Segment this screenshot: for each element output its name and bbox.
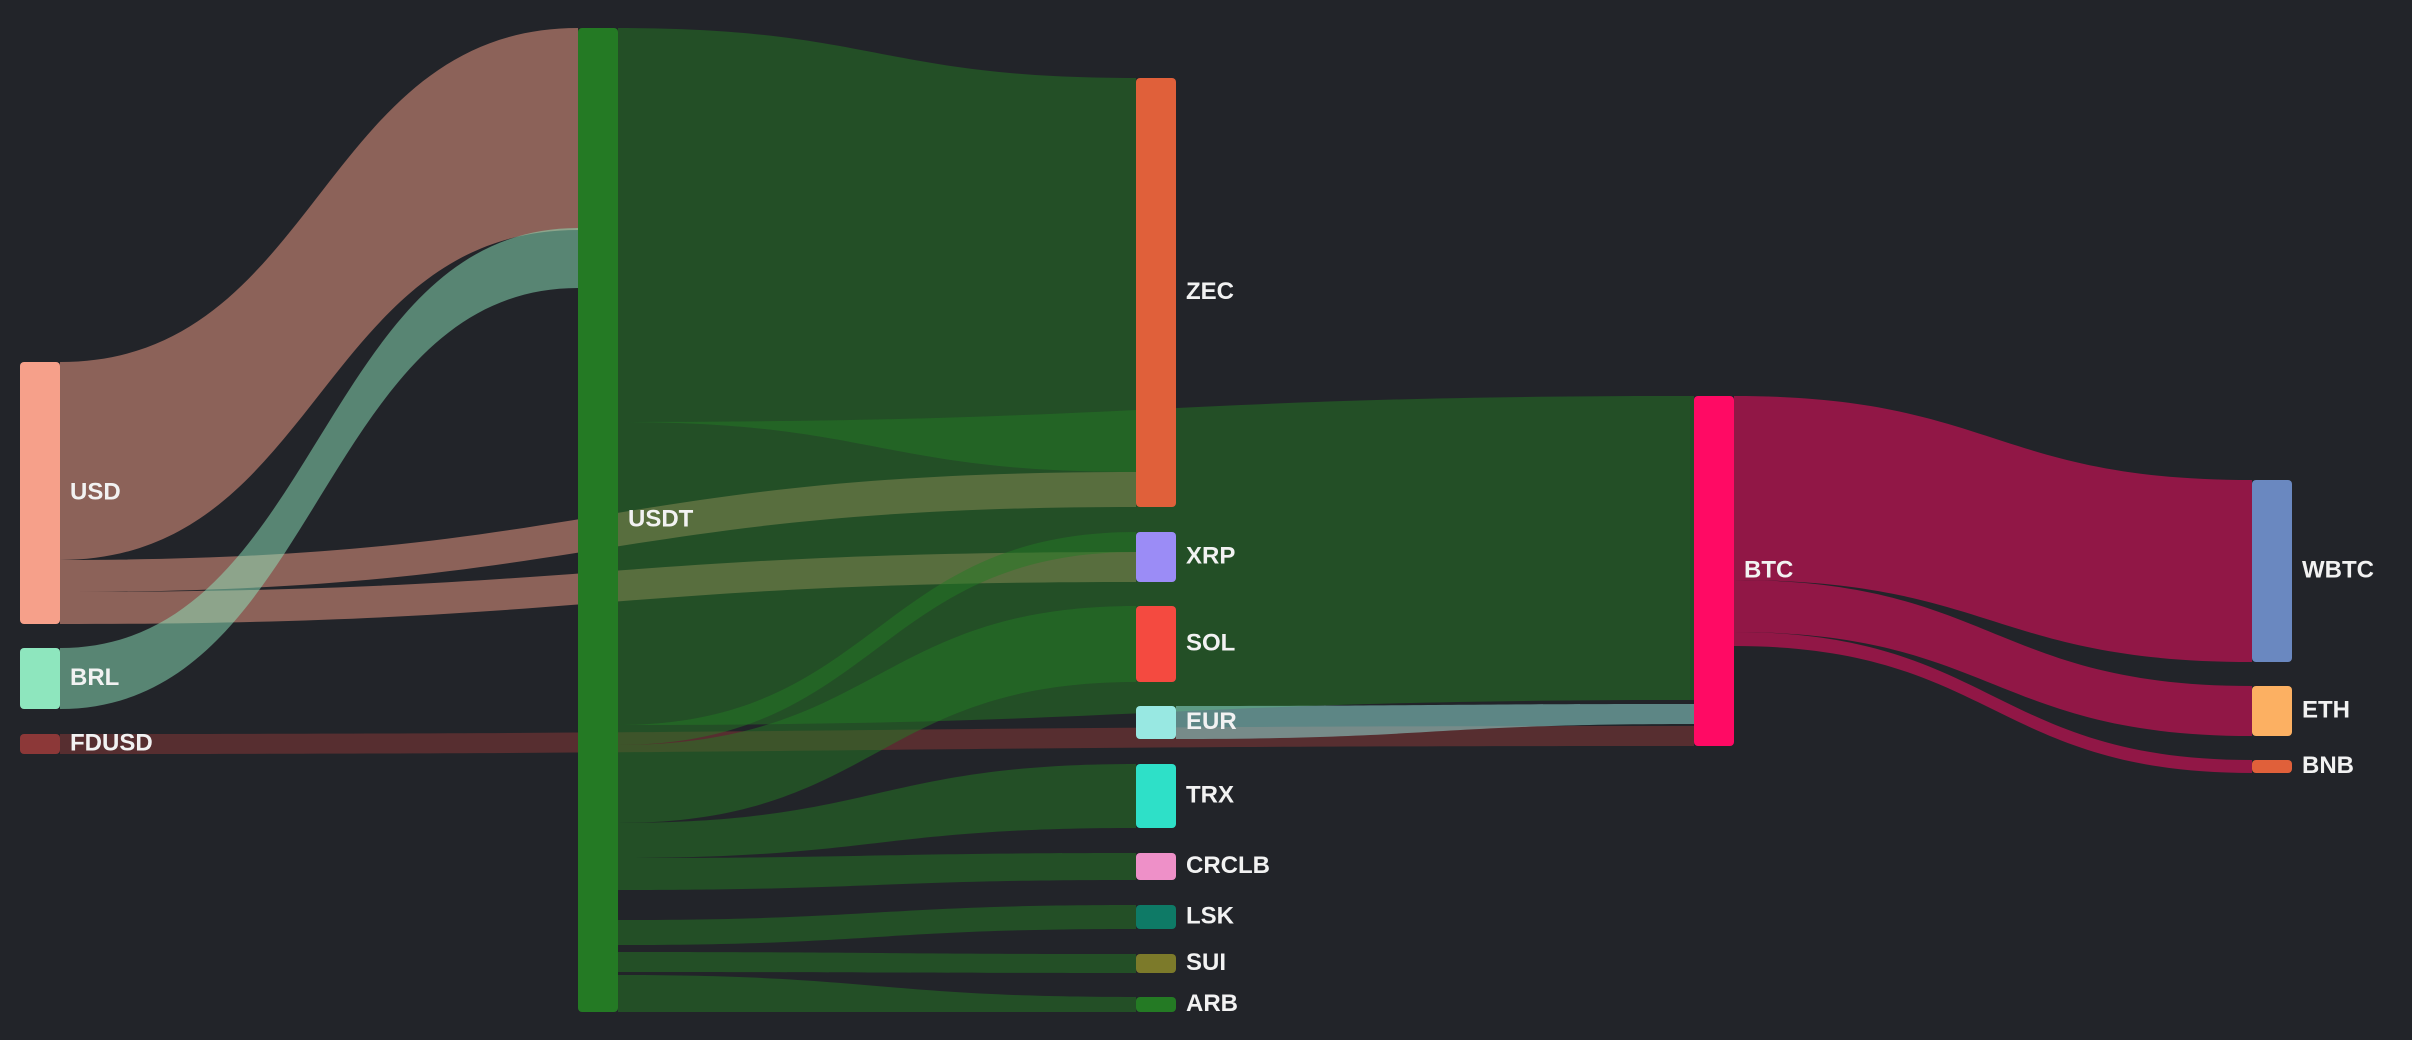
node-zec xyxy=(1136,78,1176,507)
node-xrp xyxy=(1136,532,1176,582)
link-usdt-to-lsk xyxy=(618,905,1136,945)
node-label-usd: USD xyxy=(70,478,121,505)
link-usdt-to-zec xyxy=(618,28,1136,472)
node-label-eur: EUR xyxy=(1186,708,1237,735)
node-lsk xyxy=(1136,905,1176,929)
node-label-lsk: LSK xyxy=(1186,902,1235,929)
node-label-brl: BRL xyxy=(70,664,119,691)
node-label-arb: ARB xyxy=(1186,990,1238,1017)
node-usd xyxy=(20,362,60,624)
node-brl xyxy=(20,648,60,709)
link-usd-to-usdt xyxy=(60,28,578,560)
node-wbtc xyxy=(2252,480,2292,662)
node-btc xyxy=(1694,396,1734,746)
node-sol xyxy=(1136,606,1176,682)
node-label-usdt: USDT xyxy=(628,505,694,532)
link-usdt-to-arb xyxy=(618,975,1136,1012)
node-label-btc: BTC xyxy=(1744,556,1793,583)
node-label-eth: ETH xyxy=(2302,696,2350,723)
link-btc-to-wbtc xyxy=(1734,396,2252,662)
node-fdusd xyxy=(20,734,60,754)
node-eth xyxy=(2252,686,2292,736)
node-eur xyxy=(1136,706,1176,739)
node-label-crclb: CRCLB xyxy=(1186,852,1270,879)
node-label-bnb: BNB xyxy=(2302,752,2354,779)
link-usdt-to-sui xyxy=(618,952,1136,973)
link-usdt-to-trx xyxy=(618,764,1136,858)
node-usdt xyxy=(578,28,618,1012)
link-usdt-to-sol xyxy=(618,606,1136,823)
node-sui xyxy=(1136,954,1176,973)
node-bnb xyxy=(2252,760,2292,773)
link-eur-to-btc xyxy=(1176,704,1694,739)
nodes-layer xyxy=(20,28,2292,1012)
node-label-zec: ZEC xyxy=(1186,278,1234,305)
node-label-wbtc: WBTC xyxy=(2302,556,2374,583)
node-crclb xyxy=(1136,853,1176,880)
node-label-sol: SOL xyxy=(1186,629,1235,656)
link-usdt-to-crclb xyxy=(618,853,1136,890)
node-label-sui: SUI xyxy=(1186,949,1226,976)
link-brl-to-usdt xyxy=(60,228,578,709)
labels-layer: USD BRL FDUSD USDT ZEC XRP SOL EUR TRX CRCLB LSK SU… xyxy=(70,278,2374,1017)
node-label-trx: TRX xyxy=(1186,781,1234,808)
node-trx xyxy=(1136,764,1176,828)
link-btc-to-bnb xyxy=(1734,632,2252,773)
node-label-fdusd: FDUSD xyxy=(70,729,153,756)
node-arb xyxy=(1136,997,1176,1012)
link-btc-to-eth xyxy=(1734,580,2252,736)
link-usdt-to-xrp xyxy=(618,532,1136,745)
node-label-xrp: XRP xyxy=(1186,542,1235,569)
